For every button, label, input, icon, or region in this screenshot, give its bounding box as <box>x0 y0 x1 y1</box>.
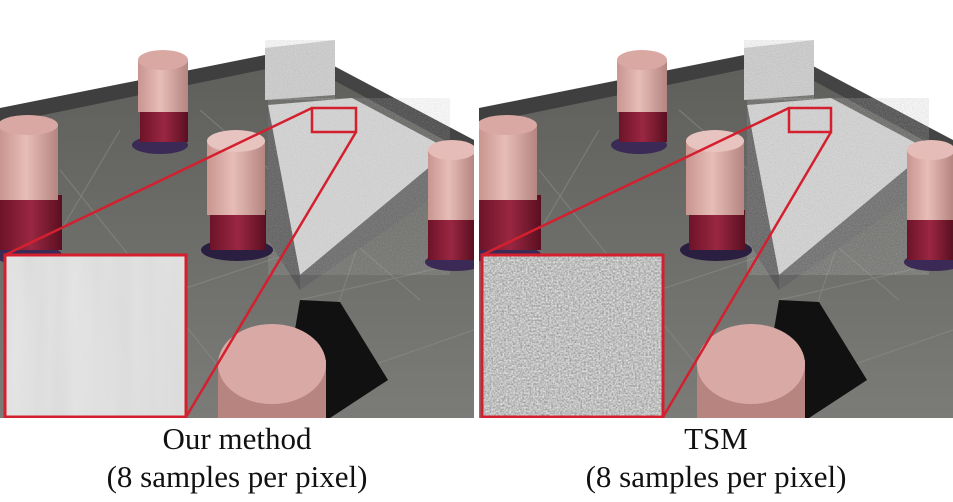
volumetric-box <box>265 40 450 290</box>
caption-title: Our method <box>162 421 312 456</box>
robot-far <box>132 50 188 154</box>
caption-tsm: TSM (8 samples per pixel) <box>479 420 953 496</box>
caption-our-method: Our method (8 samples per pixel) <box>0 420 474 496</box>
render-panel-tsm <box>479 0 953 418</box>
robot-right <box>904 140 953 271</box>
robot-far <box>611 50 667 154</box>
robot-front <box>218 324 326 418</box>
robot-left <box>0 115 62 265</box>
zoom-source-box <box>310 106 358 134</box>
render-panel-our-method <box>0 0 474 418</box>
robot-right <box>425 140 474 271</box>
zoom-inset <box>3 106 358 418</box>
caption-subtitle: (8 samples per pixel) <box>106 459 368 494</box>
zoom-source-box <box>787 106 833 134</box>
robot-center <box>680 130 752 261</box>
caption-subtitle: (8 samples per pixel) <box>585 459 847 494</box>
robot-front <box>697 324 805 418</box>
volumetric-box <box>744 40 929 290</box>
robot-center <box>201 130 273 261</box>
caption-title: TSM <box>684 421 748 456</box>
zoom-inset <box>480 106 833 418</box>
